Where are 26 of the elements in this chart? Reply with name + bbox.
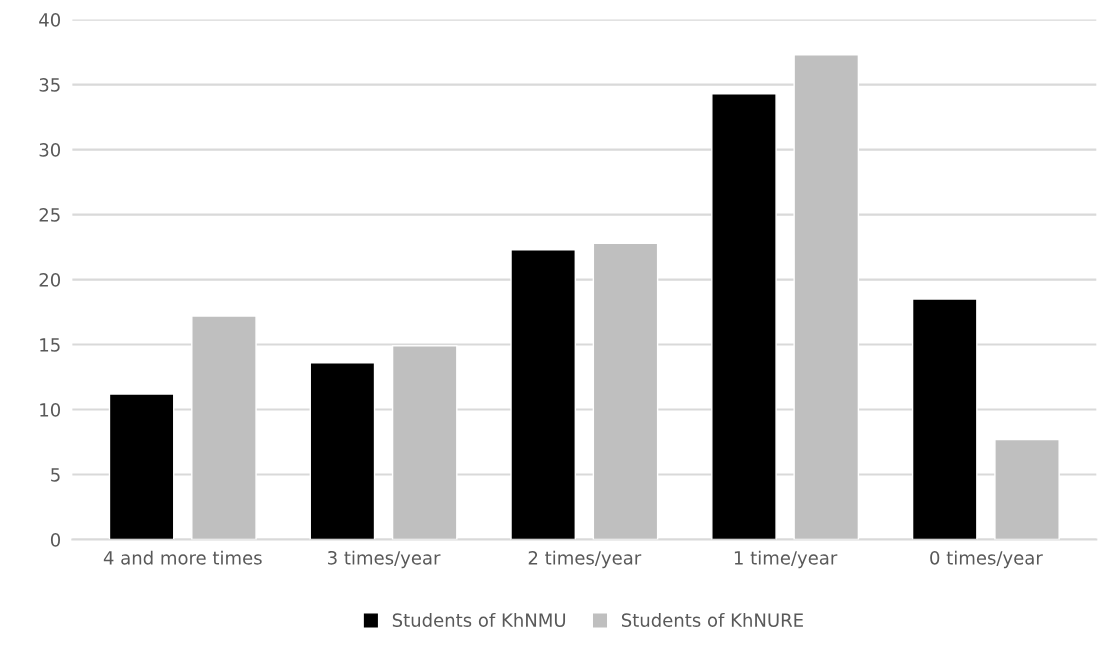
bar [592, 242, 659, 540]
x-tick-label: 2 times/year [528, 550, 642, 569]
bar [191, 315, 257, 540]
bar [309, 362, 376, 540]
bar [108, 393, 175, 540]
x-tick-label: 4 and more times [103, 550, 262, 565]
x-tick-label: 0 times/year [930, 550, 1043, 569]
legend-label: Students of KhNURE [621, 612, 803, 627]
legend-label: Students of KhNMU [392, 612, 566, 627]
bar [911, 298, 978, 540]
y-tick-label: 30 [39, 143, 61, 157]
y-tick-label: 40 [39, 13, 61, 27]
x-tick-label: 3 times/year [328, 550, 441, 569]
y-tick-label: 20 [39, 273, 61, 287]
bar [711, 93, 777, 540]
bar [391, 345, 458, 540]
y-tick-label: 0 [50, 533, 61, 547]
bar [510, 248, 576, 540]
y-tick-label: 5 [51, 468, 60, 482]
bar [994, 438, 1060, 540]
y-tick-label: 35 [39, 78, 60, 92]
bar [793, 54, 860, 540]
y-tick-label: 15 [40, 338, 60, 352]
y-tick-label: 10 [40, 403, 61, 417]
y-tick-label: 25 [39, 208, 60, 222]
x-tick-label: 1 time/year [734, 550, 838, 569]
